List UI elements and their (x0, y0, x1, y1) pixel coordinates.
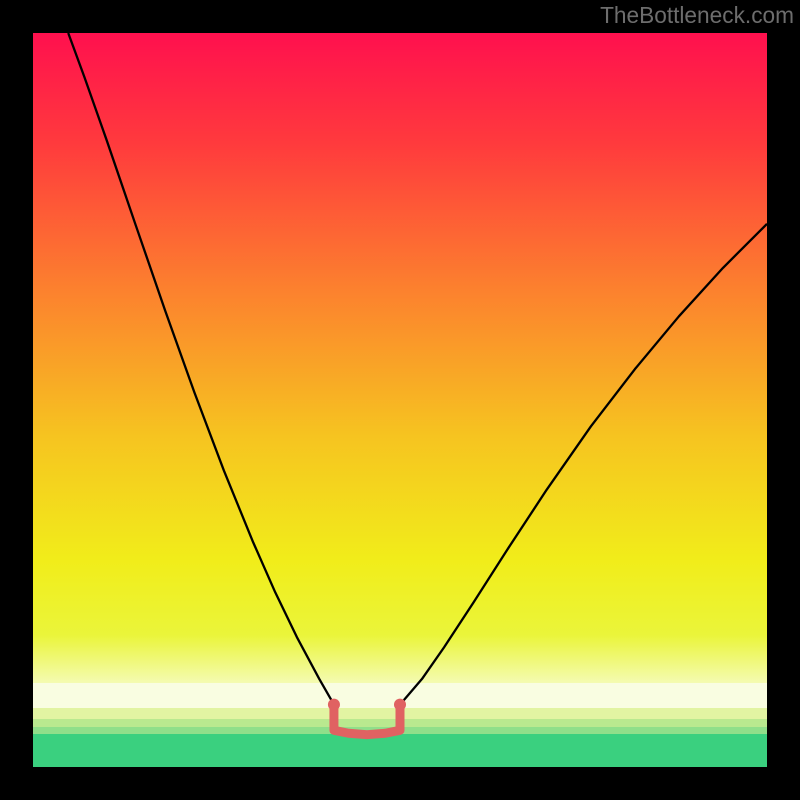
curve-layer (33, 33, 767, 767)
chart-frame: TheBottleneck.com (0, 0, 800, 800)
range-endpoint-marker (394, 699, 406, 711)
watermark-text: TheBottleneck.com (600, 2, 794, 29)
optimal-range-segment (334, 705, 400, 735)
curve-right (400, 224, 767, 730)
range-endpoint-marker (328, 699, 340, 711)
plot-area (33, 33, 767, 767)
curve-left (68, 33, 334, 730)
